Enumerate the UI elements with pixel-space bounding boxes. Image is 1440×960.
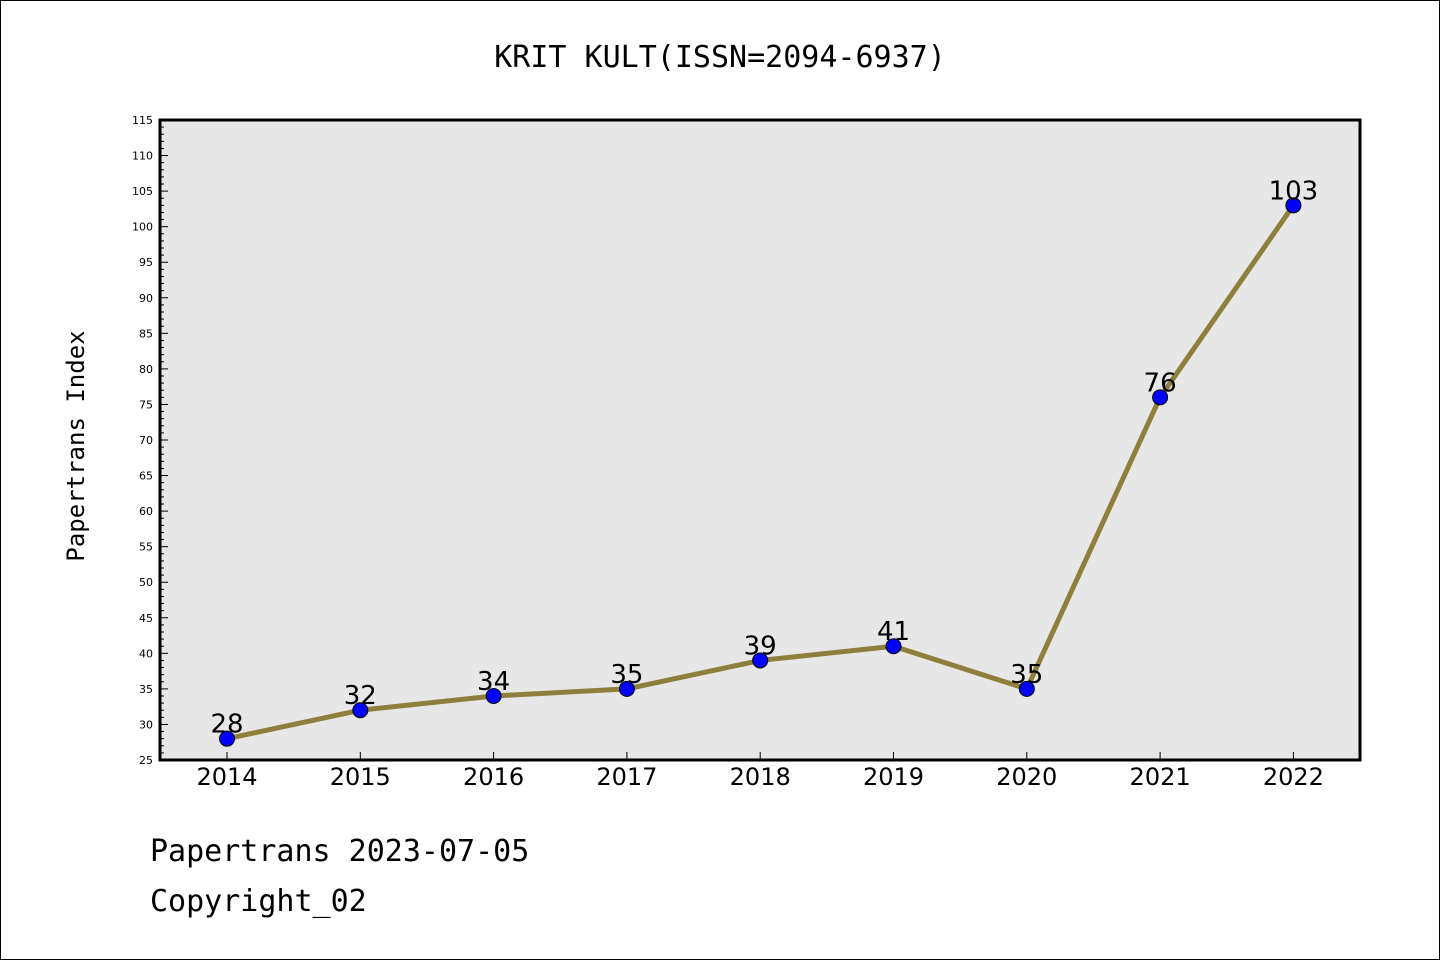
y-tick-label: 45 — [139, 612, 153, 625]
data-label: 35 — [1010, 660, 1043, 690]
x-tick-label: 2022 — [1263, 763, 1324, 791]
y-tick-label: 100 — [132, 221, 153, 234]
y-tick-label: 115 — [132, 114, 153, 127]
data-label: 32 — [344, 681, 377, 711]
data-point — [885, 638, 902, 655]
y-tick-label: 55 — [139, 541, 153, 554]
data-label: 34 — [477, 667, 510, 697]
y-tick-label: 95 — [139, 256, 153, 269]
y-tick-label: 80 — [139, 363, 153, 376]
data-point — [752, 652, 769, 669]
y-tick-label: 50 — [139, 576, 153, 589]
y-tick-label: 110 — [132, 150, 153, 163]
x-tick-label: 2017 — [596, 763, 657, 791]
x-tick-label: 2014 — [196, 763, 257, 791]
data-label: 35 — [610, 660, 643, 690]
plot-border — [158, 118, 1362, 762]
x-axis-ticks: 2014 2015 2016 2017 2018 2019 2020 2021 2022 — [196, 752, 1324, 791]
data-label: 28 — [210, 710, 243, 740]
footer-copyright: Copyright_02 — [150, 884, 367, 919]
y-tick-label: 25 — [139, 754, 153, 767]
x-tick-label: 2020 — [996, 763, 1057, 791]
data-point — [618, 680, 635, 697]
data-point — [1285, 197, 1302, 214]
x-tick-label: 2018 — [730, 763, 791, 791]
chart-title: KRIT KULT(ISSN=2094-6937) — [494, 40, 946, 75]
x-tick-label: 2015 — [330, 763, 391, 791]
series-layer: 28 32 34 35 39 41 35 76 103 — [210, 176, 1319, 747]
data-label: 39 — [744, 631, 777, 661]
y-tick-label: 60 — [139, 505, 153, 518]
footer-date: Papertrans 2023-07-05 — [150, 834, 530, 869]
x-tick-label: 2019 — [863, 763, 924, 791]
data-label: 103 — [1269, 176, 1319, 206]
data-point — [485, 688, 502, 704]
y-tick-label: 30 — [139, 718, 153, 731]
y-tick-label: 65 — [139, 470, 153, 483]
x-tick-label: 2021 — [1130, 763, 1191, 791]
y-tick-label: 35 — [139, 683, 153, 696]
y-tick-label: 40 — [139, 647, 153, 660]
data-point — [219, 730, 235, 747]
data-label: 41 — [877, 617, 910, 647]
y-axis-label: Papertrans Index — [62, 330, 90, 561]
y-tick-label: 75 — [139, 398, 153, 411]
y-tick-label: 90 — [139, 292, 153, 305]
data-point — [1152, 389, 1169, 406]
y-tick-label: 85 — [139, 327, 153, 340]
data-label: 76 — [1144, 368, 1177, 398]
x-tick-label: 2016 — [463, 763, 524, 791]
data-point — [352, 702, 369, 719]
y-tick-label: 70 — [139, 434, 153, 447]
data-point — [1018, 680, 1035, 697]
y-tick-label: 105 — [132, 185, 153, 198]
